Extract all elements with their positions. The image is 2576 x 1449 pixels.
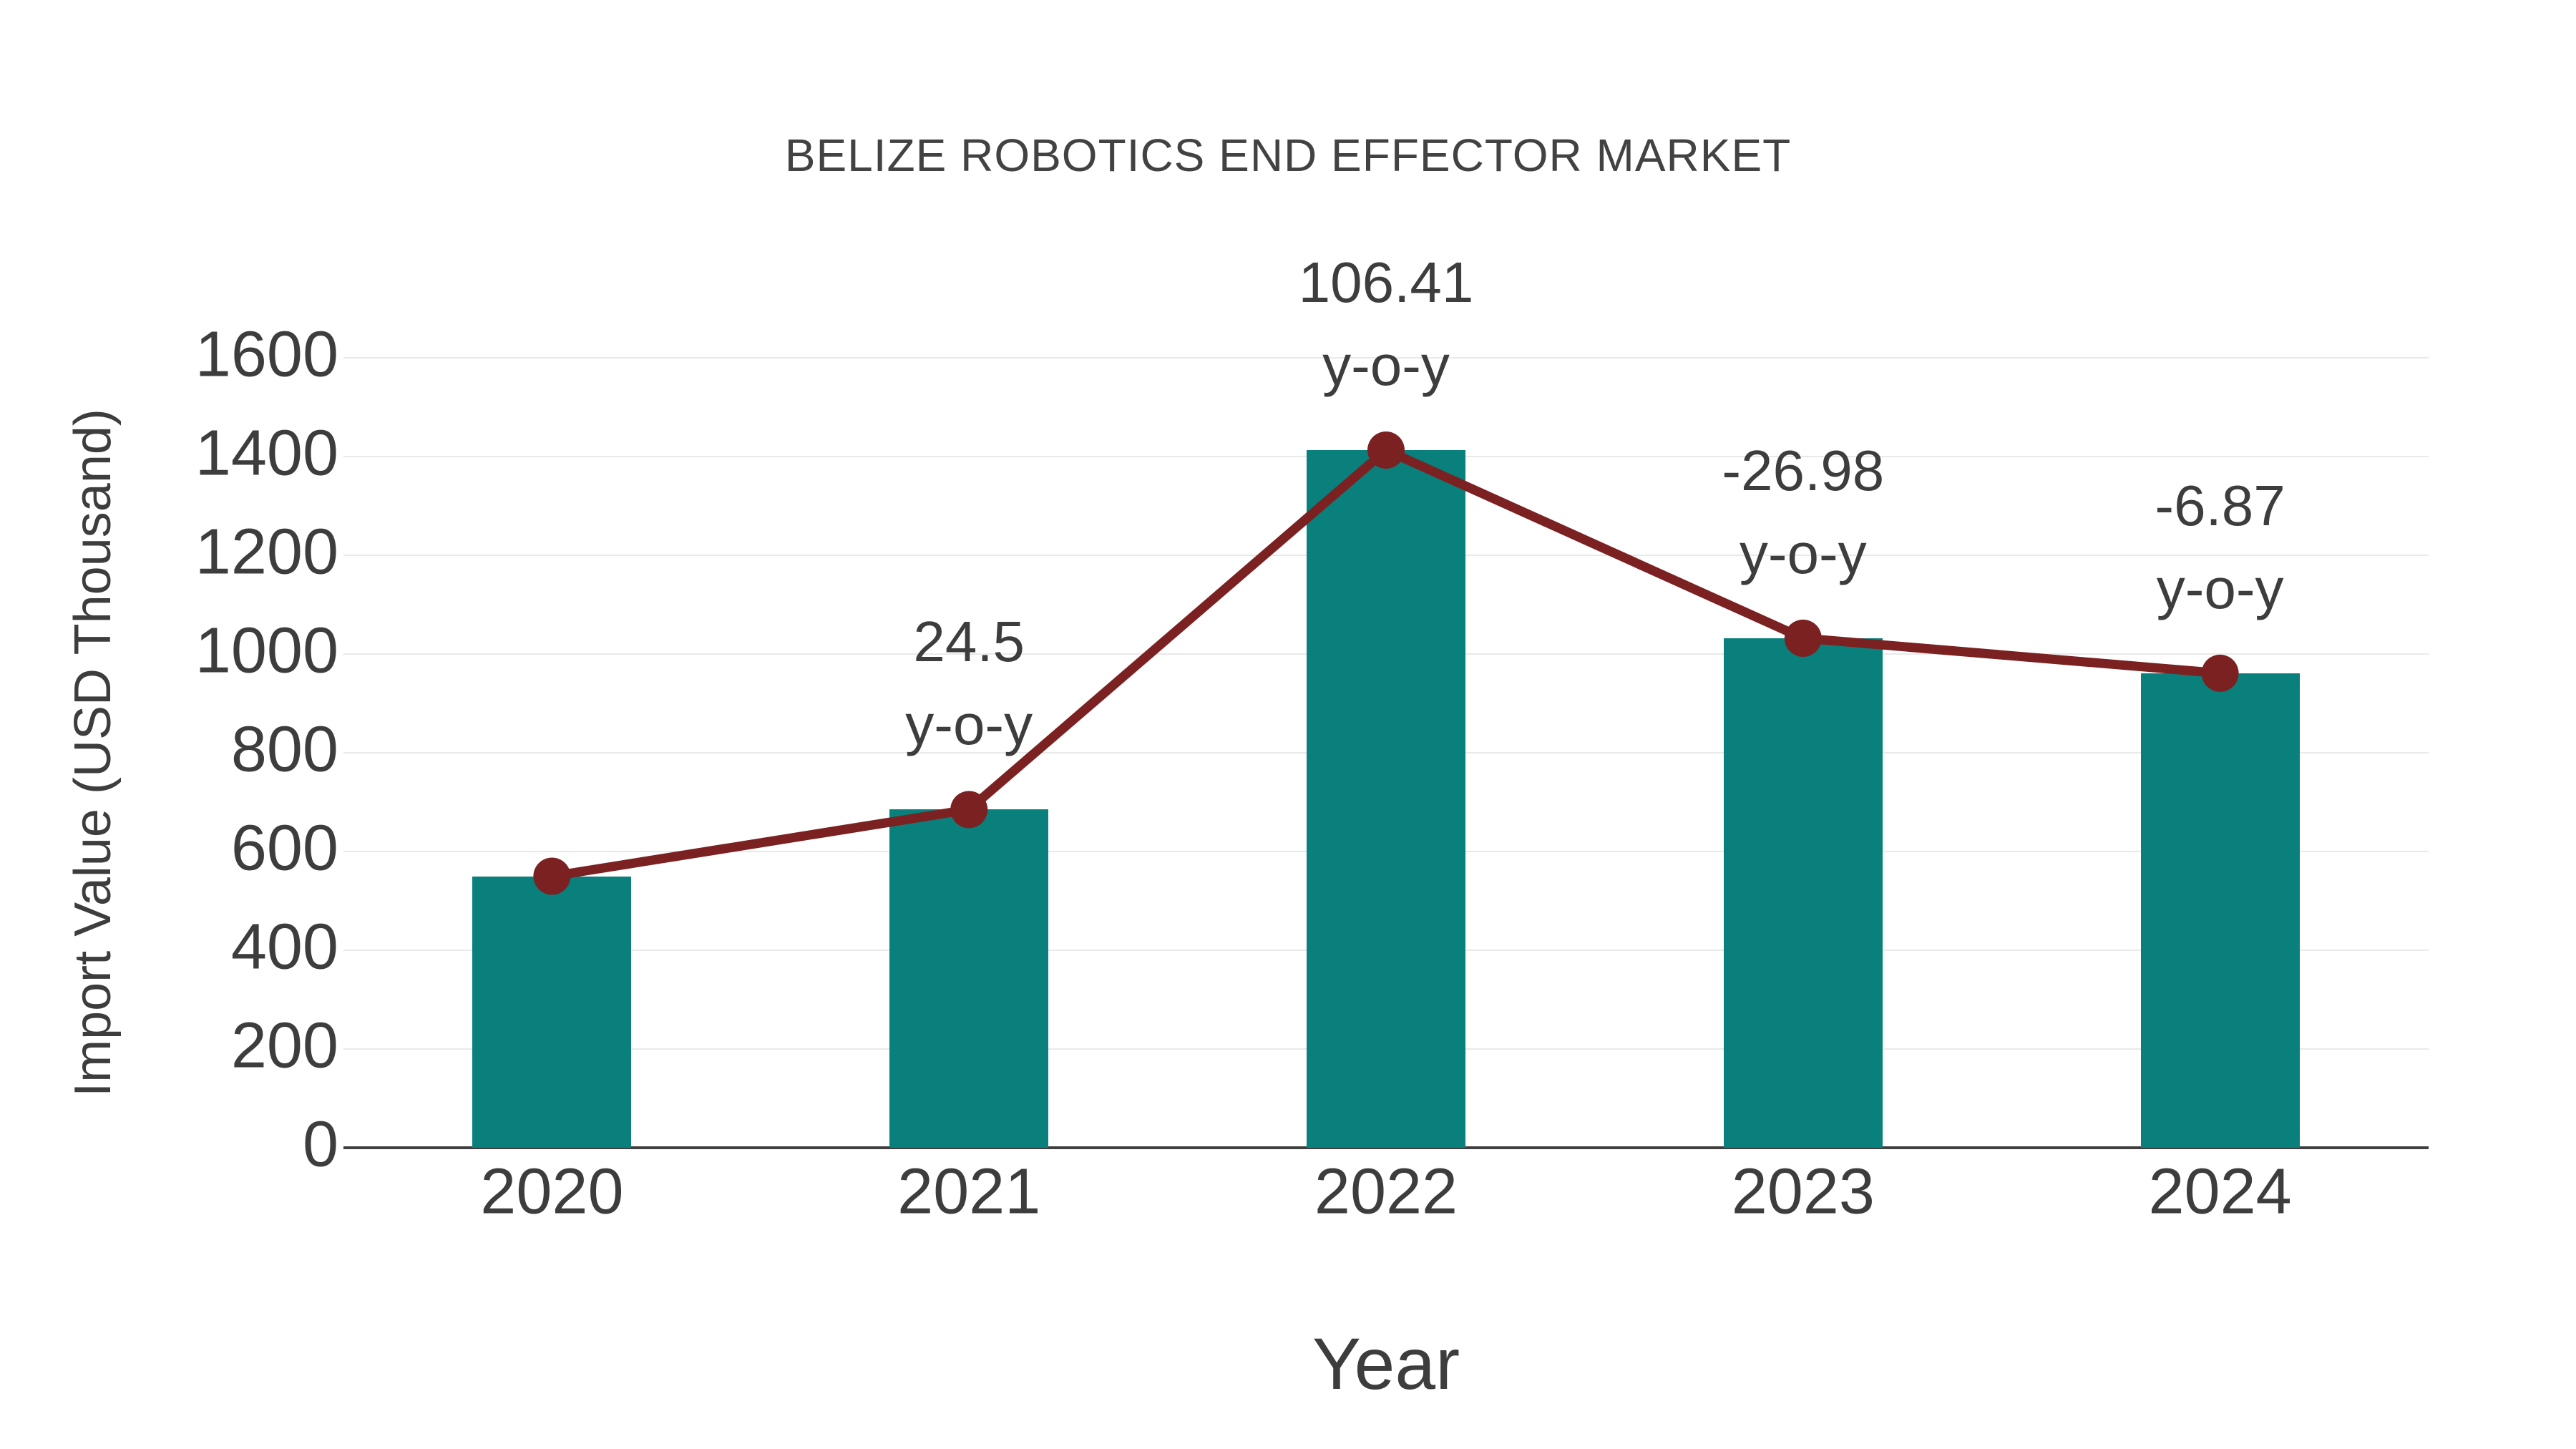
y-tick-label-1400: 1400	[195, 417, 338, 489]
annotation-suffix-2023: y-o-y	[1739, 521, 1867, 585]
x-axis-line	[343, 1146, 2429, 1149]
annotation-suffix-2021: y-o-y	[905, 693, 1033, 757]
annotation-value-2024: -6.87	[2155, 473, 2285, 537]
y-gridline-1600	[343, 357, 2429, 358]
x-tick-label-2020: 2020	[480, 1156, 624, 1228]
y-tick-label-800: 800	[230, 713, 338, 786]
x-tick-label-2022: 2022	[1314, 1156, 1458, 1228]
annotation-suffix-2022: y-o-y	[1322, 333, 1450, 398]
y-tick-label-1200: 1200	[195, 516, 338, 588]
y-tick-label-600: 600	[230, 812, 338, 884]
bar-2023	[1723, 638, 1883, 1148]
y-tick-label-1000: 1000	[195, 615, 338, 687]
y-tick-label-200: 200	[230, 1010, 338, 1082]
x-tick-label-2023: 2023	[1731, 1156, 1875, 1228]
y-tick-label-0: 0	[302, 1108, 338, 1181]
y-tick-label-400: 400	[230, 911, 338, 983]
bar-2022	[1307, 450, 1465, 1148]
annotation-value-2021: 24.5	[913, 610, 1025, 674]
chart-title: BELIZE ROBOTICS END EFFECTOR MARKET	[784, 130, 1792, 181]
annotation-suffix-2024: y-o-y	[2156, 556, 2284, 620]
bar-2020	[472, 876, 632, 1148]
annotation-value-2023: -26.98	[1722, 438, 1885, 502]
x-axis-title: Year	[1312, 1323, 1460, 1405]
y-axis-title: Import Value (USD Thousand)	[64, 409, 122, 1097]
x-tick-label-2024: 2024	[2148, 1156, 2292, 1228]
bar-2024	[2140, 673, 2300, 1148]
bar-2021	[889, 809, 1049, 1148]
annotation-value-2022: 106.41	[1298, 250, 1474, 315]
y-tick-label-1600: 1600	[195, 318, 338, 391]
x-tick-label-2021: 2021	[897, 1156, 1041, 1228]
